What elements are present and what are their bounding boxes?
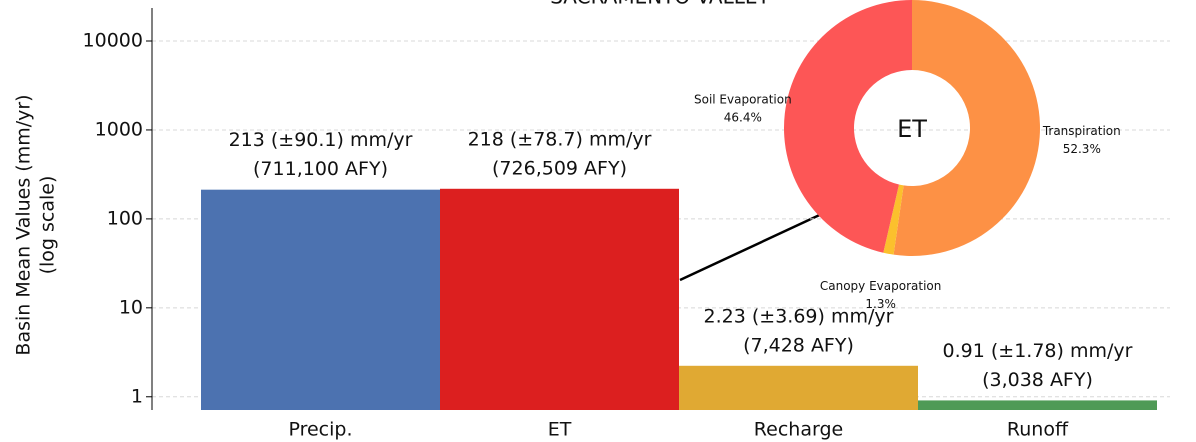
pie-slice <box>784 0 912 253</box>
value-label: 0.91 (±1.78) mm/yr <box>943 340 1133 362</box>
slice-label: Canopy Evaporation <box>820 279 941 293</box>
connector-line <box>679 210 827 282</box>
y-axis-label: Basin Mean Values (mm/yr) <box>13 94 35 355</box>
value-label: (711,100 AFY) <box>253 158 388 180</box>
value-label: 2.23 (±3.69) mm/yr <box>704 305 894 327</box>
center-label: ET <box>897 115 927 143</box>
pie-slice <box>883 184 904 255</box>
bar <box>918 400 1157 410</box>
x-tick-label: ET <box>548 419 572 441</box>
value-label: (7,428 AFY) <box>743 334 854 356</box>
slice-value-label: 52.3% <box>1063 142 1101 156</box>
bar <box>440 188 679 410</box>
chart-title: SACRAMENTO VALLEY <box>550 0 770 9</box>
value-label: (3,038 AFY) <box>982 369 1093 391</box>
slice-label: Soil Evaporation <box>694 92 792 106</box>
y-tick-label: 10 <box>119 296 143 318</box>
slice-value-label: 1.3% <box>865 297 896 311</box>
x-tick-label: Recharge <box>754 419 843 441</box>
slice-value-label: 46.4% <box>724 110 762 124</box>
x-tick-label: Runoff <box>1007 419 1069 441</box>
value-label: (726,509 AFY) <box>492 157 627 179</box>
y-tick-label: 10000 <box>83 30 143 52</box>
value-label: 213 (±90.1) mm/yr <box>229 129 413 151</box>
bar <box>201 189 440 410</box>
bar <box>679 365 918 410</box>
y-tick-label: 1 <box>131 385 143 407</box>
slice-label: Transpiration <box>1042 124 1121 138</box>
pie-slice <box>893 0 1040 257</box>
y-tick-label: 100 <box>107 207 143 229</box>
y-axis-label: (log scale) <box>37 176 59 275</box>
value-label: 218 (±78.7) mm/yr <box>468 128 652 150</box>
x-tick-label: Precip. <box>288 419 352 441</box>
y-tick-label: 1000 <box>95 118 143 140</box>
